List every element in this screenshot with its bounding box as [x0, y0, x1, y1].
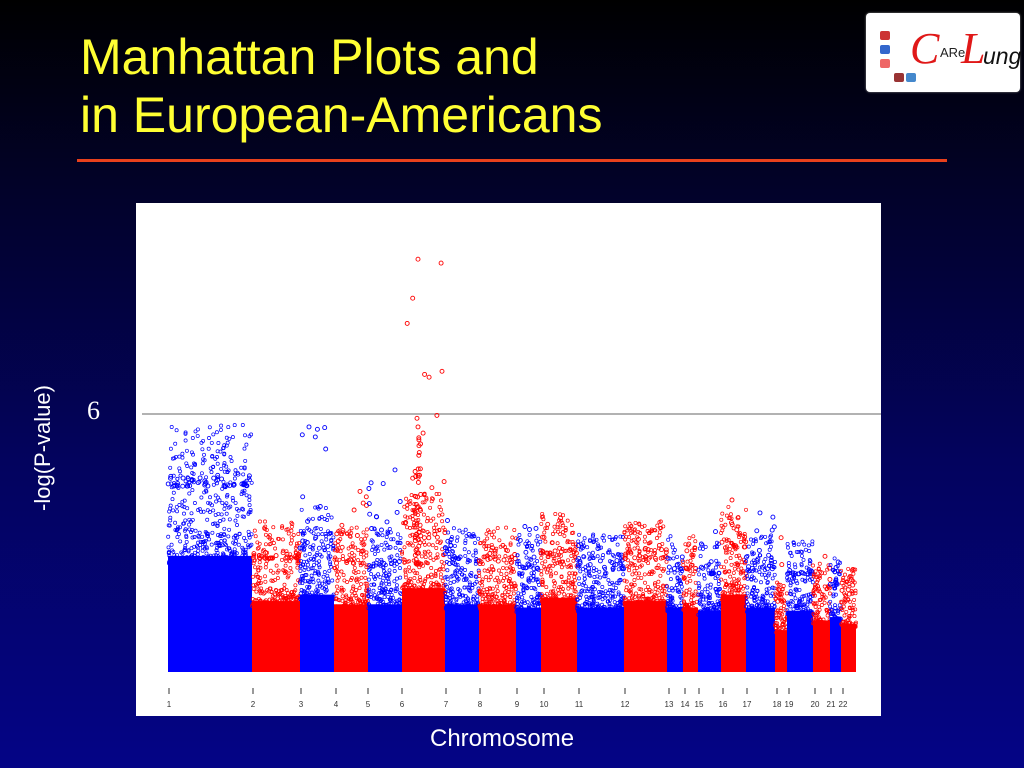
x-tick-label: 11: [575, 700, 584, 709]
x-tick-label: 21: [827, 700, 836, 709]
notable-point: [729, 497, 735, 503]
x-tick-label: 16: [719, 700, 728, 709]
notable-point: [357, 488, 363, 494]
logo-badge-icon: [880, 59, 890, 68]
plot-canvas: 1 2 3 4 5 6 7 8 9 10 11 12 13 14 15 16 17 18 19 20 21 22: [142, 256, 881, 709]
x-tick-label: 13: [665, 700, 674, 709]
x-tick-label: 1: [167, 700, 172, 709]
chromosome-8: 8: [476, 525, 518, 709]
title-line-2: in European-Americans: [80, 87, 603, 143]
y-axis-label: -log(P-value): [30, 385, 55, 511]
x-tick-label: 4: [334, 700, 339, 709]
x-tick-label: 5: [366, 700, 371, 709]
notable-point: [392, 467, 398, 473]
x-tick-label: 20: [811, 700, 820, 709]
chromosome-14: 14: [681, 534, 700, 709]
chromosome-1: 1: [165, 423, 254, 709]
x-tick-label: 14: [681, 700, 690, 709]
x-tick-label: 12: [621, 700, 630, 709]
x-tick-label: 18: [773, 700, 782, 709]
notable-point: [757, 510, 763, 516]
notable-point: [415, 424, 421, 430]
chromosome-10: 10: [538, 511, 579, 709]
chromosome-9: 9: [514, 524, 543, 709]
x-tick-label: 3: [299, 700, 304, 709]
chromosome-22: 22: [839, 566, 858, 709]
slide-title: Manhattan Plots and in European-American…: [80, 28, 780, 144]
chromosome-3: 3: [297, 425, 336, 709]
notable-point: [235, 471, 241, 477]
x-tick-label: 10: [540, 700, 549, 709]
y-tick-6: 6: [87, 396, 100, 425]
logo-badge-icon: [880, 31, 890, 40]
title-underline: [77, 159, 947, 162]
logo-letter-c: C: [910, 24, 940, 73]
carelung-logo: C ARe L ung: [866, 13, 1022, 92]
chromosome-16: 16: [719, 504, 749, 709]
x-tick-label: 19: [785, 700, 794, 709]
chromosome-5: 5: [366, 480, 404, 709]
x-axis-label: Chromosome: [430, 725, 575, 752]
chromosome-2: 2: [250, 519, 302, 709]
logo-badge-icon: [894, 73, 904, 82]
notable-point: [414, 415, 420, 421]
chromosome-7: 7: [442, 518, 481, 709]
notable-point: [306, 424, 312, 430]
logo-letter-l: L: [961, 24, 986, 73]
x-tick-label: 8: [478, 700, 483, 709]
x-tick-label: 7: [444, 700, 449, 709]
x-tick-label: 22: [839, 700, 848, 709]
logo-ung: ung: [983, 43, 1022, 69]
chromosome-15: 15: [695, 529, 723, 709]
chromosome-12: 12: [621, 519, 669, 709]
notable-point: [415, 256, 421, 262]
x-tick-label: 9: [515, 700, 520, 709]
manhattan-plot: 1 2 3 4 5 6 7 8 9 10 11 12 13 14 15 16 17 18 19 20 21 22: [136, 203, 881, 716]
chromosome-17: 17: [743, 514, 777, 709]
chromosome-4: 4: [332, 494, 370, 709]
chromosome-19: 19: [785, 539, 815, 709]
x-tick-label: 6: [400, 700, 405, 709]
logo-are: ARe: [940, 45, 966, 60]
x-tick-label: 15: [695, 700, 704, 709]
chromosome-11: 11: [575, 532, 627, 709]
x-tick-label: 17: [743, 700, 752, 709]
logo-badge-icon: [906, 73, 916, 82]
chromosome-21: 21: [827, 556, 843, 709]
chromosome-6: 6: [400, 260, 448, 709]
chromosome-20: 20: [811, 553, 833, 709]
title-line-1: Manhattan Plots and: [80, 29, 539, 85]
x-tick-label: 2: [251, 700, 256, 709]
chromosome-13: 13: [665, 534, 685, 709]
logo-badge-icon: [880, 45, 890, 54]
